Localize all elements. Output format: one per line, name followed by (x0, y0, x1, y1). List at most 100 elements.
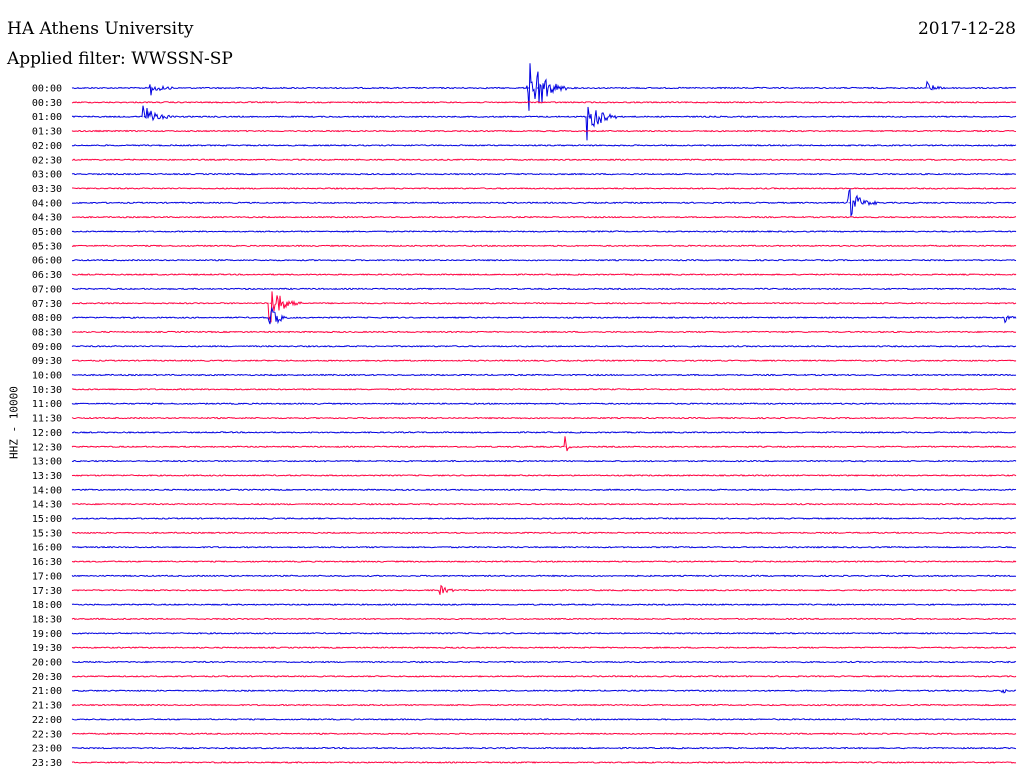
row-time-label: 16:00 (32, 543, 62, 554)
row-time-label: 04:30 (32, 213, 62, 224)
row-time-label: 18:30 (32, 614, 62, 625)
seismic-trace (71, 502, 1017, 506)
seismic-trace (71, 273, 1017, 276)
station-title: HA Athens University (7, 19, 194, 39)
seismic-trace (71, 718, 1017, 721)
filter-label: Applied filter: WWSSN-SP (7, 49, 233, 69)
row-time-label: 08:30 (32, 327, 62, 338)
seismic-event (143, 116, 145, 118)
row-time-label: 17:00 (32, 571, 62, 582)
row-time-label: 17:30 (32, 586, 62, 597)
row-time-label: 19:00 (32, 629, 62, 640)
seismic-trace (71, 416, 1017, 420)
row-time-label: 05:30 (32, 241, 62, 252)
row-time-label: 00:30 (32, 98, 62, 109)
seismic-trace (71, 287, 1017, 291)
seismic-trace (71, 746, 1017, 750)
seismic-trace (71, 105, 1017, 141)
row-time-label: 02:30 (32, 155, 62, 166)
row-time-label: 19:30 (32, 643, 62, 654)
seismic-trace (71, 761, 1017, 764)
seismic-trace (71, 172, 1017, 176)
seismic-trace (71, 258, 1017, 262)
row-time-label: 15:00 (32, 514, 62, 525)
seismic-trace (71, 306, 1017, 325)
row-time-label: 23:00 (32, 744, 62, 755)
row-time-label: 14:30 (32, 500, 62, 511)
seismic-trace (71, 459, 1017, 463)
row-time-label: 11:00 (32, 399, 62, 410)
seismic-event (527, 87, 529, 89)
seismic-trace (71, 101, 1017, 104)
row-time-label: 00:00 (32, 84, 62, 95)
row-time-label: 01:30 (32, 127, 62, 138)
seismic-trace (72, 688, 1017, 694)
row-time-label: 14:00 (32, 485, 62, 496)
seismic-event (848, 202, 850, 204)
seismic-trace (71, 63, 1017, 111)
row-time-label: 13:30 (32, 471, 62, 482)
row-time-label: 12:30 (32, 442, 62, 453)
row-time-label: 05:00 (32, 227, 62, 238)
seismic-event (150, 87, 152, 89)
row-time-label: 11:30 (32, 414, 62, 425)
seismic-event (587, 116, 589, 118)
row-time-label: 06:00 (32, 256, 62, 267)
seismic-trace (71, 517, 1017, 520)
seismic-trace (71, 402, 1017, 406)
seismic-trace (71, 617, 1017, 621)
seismic-trace (71, 574, 1017, 578)
seismic-trace (71, 330, 1017, 334)
row-time-label: 21:30 (32, 701, 62, 712)
date-label: 2017-12-28 (917, 19, 1016, 39)
seismic-trace (71, 436, 1017, 452)
seismic-event (537, 87, 539, 89)
seismic-event (269, 317, 271, 319)
seismic-trace (71, 603, 1017, 606)
row-time-label: 07:00 (32, 284, 62, 295)
row-time-label: 12:00 (32, 428, 62, 439)
seismic-trace (71, 660, 1017, 664)
row-time-label: 07:30 (32, 299, 62, 310)
seismic-trace (71, 431, 1017, 434)
row-time-label: 09:30 (32, 356, 62, 367)
seismic-trace (71, 646, 1017, 649)
row-time-label: 01:00 (32, 112, 62, 123)
row-time-label: 10:00 (32, 371, 62, 382)
seismic-trace (71, 291, 1017, 323)
seismic-event (439, 589, 441, 591)
row-time-label: 13:00 (32, 457, 62, 468)
row-time-label: 10:30 (32, 385, 62, 396)
seismic-trace (71, 703, 1017, 707)
seismic-event (565, 446, 567, 448)
row-time-label: 22:00 (32, 715, 62, 726)
seismic-event (1002, 690, 1005, 692)
row-time-label: 18:00 (32, 600, 62, 611)
seismic-trace (71, 188, 1017, 218)
row-time-label: 03:00 (32, 170, 62, 181)
row-time-label: 16:30 (32, 557, 62, 568)
seismic-trace (71, 531, 1017, 535)
row-time-label: 21:00 (32, 686, 62, 697)
seismic-trace (71, 244, 1017, 248)
seismic-trace (71, 545, 1017, 549)
row-time-label: 04:00 (32, 198, 62, 209)
seismic-trace (71, 230, 1017, 233)
row-time-label: 23:30 (32, 758, 62, 769)
seismic-trace (72, 675, 1017, 678)
row-time-label: 20:30 (32, 672, 62, 683)
seismic-trace (72, 359, 1017, 362)
row-time-label: 15:30 (32, 528, 62, 539)
seismic-trace (71, 474, 1017, 477)
seismic-trace (71, 215, 1017, 219)
seismic-trace (71, 560, 1017, 563)
seismic-trace (71, 158, 1017, 162)
seismic-trace (71, 373, 1017, 377)
seismic-trace (71, 631, 1017, 635)
row-time-label: 22:30 (32, 729, 62, 740)
row-time-label: 06:30 (32, 270, 62, 281)
seismic-event (927, 87, 929, 89)
row-time-label: 20:00 (32, 658, 62, 669)
row-time-label: 03:30 (32, 184, 62, 195)
